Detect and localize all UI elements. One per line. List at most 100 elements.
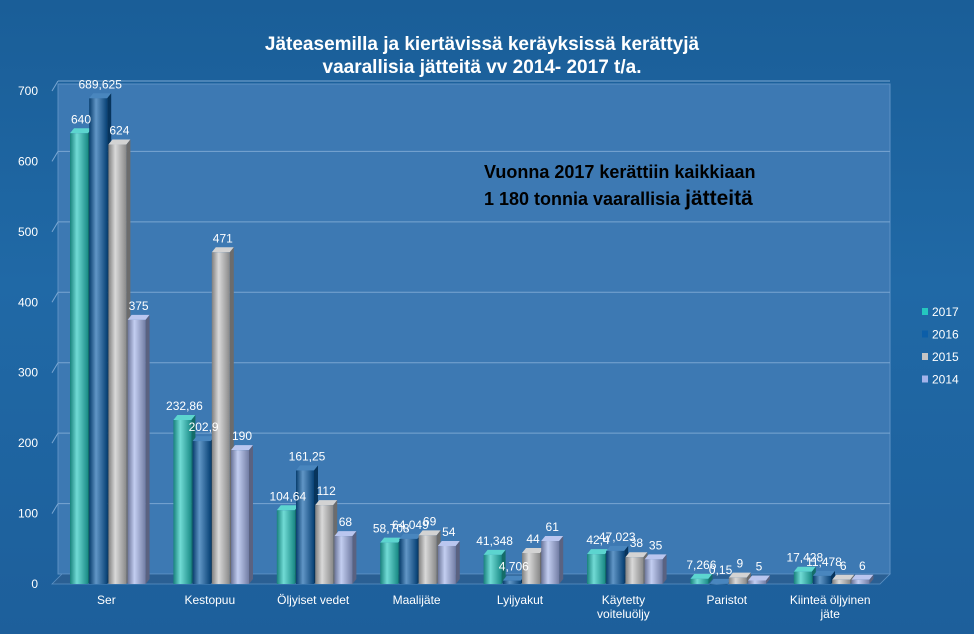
- data-label: 64,049: [392, 518, 429, 532]
- bar-side: [249, 445, 253, 584]
- data-label: 17,428: [786, 551, 823, 565]
- bar: [483, 554, 502, 584]
- data-label: 112: [317, 484, 336, 498]
- bar-top: [437, 540, 460, 546]
- legend-label: 2017: [932, 305, 959, 319]
- bar-top: [502, 575, 525, 581]
- gridline-side: [51, 221, 59, 233]
- data-label: 42,4: [586, 533, 610, 547]
- bar-side: [869, 574, 874, 584]
- bar: [728, 577, 747, 584]
- bar-top: [380, 537, 403, 543]
- bar-top: [296, 465, 318, 471]
- data-label: 47,023: [599, 530, 636, 544]
- data-label: 4,706: [499, 560, 529, 574]
- bar: [832, 579, 851, 584]
- category-label: Kestopuu: [184, 593, 235, 607]
- data-label: 9: [736, 557, 743, 571]
- data-label: 190: [232, 429, 252, 443]
- bar: [644, 559, 663, 584]
- bar-side: [708, 573, 713, 584]
- bar-top: [276, 505, 299, 511]
- data-labels: 640 689,625 624 375 232,86 202,9 471 190 104,64 1…: [71, 77, 866, 577]
- bar-top: [625, 552, 648, 558]
- bar: [793, 571, 812, 584]
- category-label: voiteluöljy: [597, 607, 650, 621]
- category-label: Lyijyakut: [497, 593, 544, 607]
- bar: [192, 441, 211, 584]
- chart-title-line2: vaarallisia jätteitä vv 2014- 2017 t/a.: [323, 57, 642, 78]
- category-label: Käytetty: [602, 593, 645, 607]
- bar-top: [192, 436, 215, 442]
- gridline-side: [51, 432, 59, 444]
- bar-top: [70, 128, 92, 134]
- bar: [851, 579, 870, 584]
- bar-top: [89, 93, 112, 99]
- y-tick-label: 700: [18, 84, 38, 98]
- data-label: 68: [339, 515, 353, 529]
- annotation-line2: 1 180 tonnia vaarallisia jätteitä: [484, 187, 753, 210]
- category-label: Maalijäte: [393, 593, 441, 607]
- bar: [173, 420, 192, 584]
- annotation-line2-prefix: 1 180 tonnia vaarallisia: [484, 189, 685, 209]
- bar-top: [211, 247, 234, 253]
- data-label: 54: [442, 525, 456, 539]
- legend-swatch: [922, 353, 928, 360]
- bar-top: [522, 548, 544, 554]
- bar-top: [315, 500, 338, 506]
- bar-top: [606, 545, 629, 551]
- bar-top: [728, 572, 751, 578]
- y-tick-label: 0: [31, 577, 38, 591]
- data-label: 202,9: [189, 420, 219, 434]
- data-label: 61: [546, 520, 560, 534]
- bar: [418, 535, 437, 584]
- y-tick-label: 400: [18, 295, 38, 309]
- annotation-line1: Vuonna 2017 kerättiin kaikkiaan: [484, 162, 755, 182]
- bar: [522, 553, 540, 584]
- bar-top: [587, 549, 609, 555]
- bar-top: [690, 573, 713, 579]
- data-label: 69: [423, 514, 437, 528]
- bar: [748, 580, 766, 584]
- bar: [334, 536, 353, 584]
- bar: [211, 252, 230, 584]
- bar-top: [832, 574, 855, 580]
- data-label: 624: [109, 124, 129, 138]
- data-label: 689,625: [79, 77, 123, 91]
- bar-side: [455, 540, 460, 584]
- category-label: Ser: [97, 593, 116, 607]
- data-label: 6: [859, 559, 866, 573]
- data-label: 161,25: [289, 449, 326, 463]
- data-label: 0,15: [709, 563, 733, 577]
- data-label: 11,478: [806, 555, 842, 569]
- bar: [625, 557, 644, 584]
- category-label: Kiinteä öljyinen: [790, 593, 871, 607]
- legend-swatch: [922, 308, 928, 315]
- bar: [437, 545, 456, 584]
- bar-side: [662, 554, 667, 584]
- bar: [315, 505, 334, 584]
- bars: [70, 93, 874, 585]
- bar-side: [559, 536, 564, 584]
- bar: [380, 542, 399, 584]
- bar: [231, 450, 249, 584]
- bar: [541, 541, 560, 584]
- gridlines: [51, 80, 890, 514]
- data-label: 35: [649, 538, 663, 552]
- data-label: 232,86: [166, 399, 203, 413]
- chart-title-line1: Jäteasemilla ja kiertävissä keräyksissä …: [265, 34, 700, 55]
- bar: [587, 554, 605, 584]
- bar: [70, 133, 88, 584]
- bar-top: [483, 549, 506, 555]
- data-label: 471: [213, 231, 233, 245]
- bar-side: [766, 575, 770, 584]
- legend-swatch: [922, 330, 928, 338]
- bar-top: [813, 570, 835, 576]
- bar-top: [399, 533, 422, 539]
- category-labels: Ser Kestopuu Öljyiset vedet Maalijäte Lyijya…: [97, 593, 871, 621]
- data-label: 58,708: [373, 522, 410, 536]
- data-label: 640: [71, 112, 91, 126]
- bar: [276, 510, 295, 584]
- bar: [89, 98, 108, 585]
